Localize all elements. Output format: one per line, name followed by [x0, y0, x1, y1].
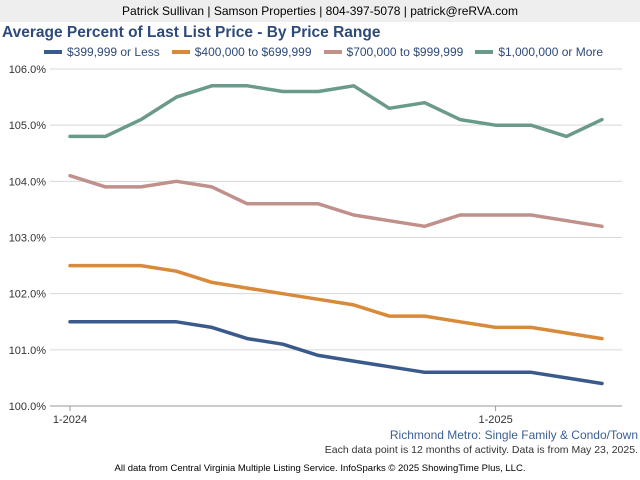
contact-text: Patrick Sullivan | Samson Properties | 8… [122, 4, 518, 18]
y-tick-label: 106.0% [9, 64, 47, 76]
x-tick-label: 1-2024 [53, 414, 87, 426]
series-line-3 [68, 173, 604, 229]
chart-legend: $399,999 or Less $400,000 to $699,999 $700… [44, 45, 615, 59]
legend-item-2: $400,000 to $699,999 [171, 45, 312, 59]
legend-label: $700,000 to $999,999 [346, 45, 464, 59]
series-line-1 [68, 320, 604, 386]
x-tick-label: 1-2025 [478, 414, 512, 426]
y-tick-label: 105.0% [9, 120, 47, 132]
legend-label: $399,999 or Less [67, 45, 160, 59]
legend-item-3: $700,000 to $999,999 [323, 45, 464, 59]
legend-swatch [475, 50, 494, 54]
y-tick-label: 104.0% [9, 176, 47, 188]
y-tick-label: 102.0% [9, 289, 47, 301]
legend-swatch [323, 50, 342, 54]
series-line-2 [68, 263, 604, 341]
series-line-4 [68, 84, 604, 139]
legend-label: $400,000 to $699,999 [194, 45, 312, 59]
chart-title: Average Percent of Last List Price - By … [2, 24, 381, 41]
legend-swatch [44, 50, 62, 54]
contact-bar: Patrick Sullivan | Samson Properties | 8… [0, 0, 640, 22]
legend-item-1: $399,999 or Less [44, 45, 160, 59]
legend-label: $1,000,000 or More [498, 45, 604, 59]
legend-item-4: $1,000,000 or More [475, 45, 603, 59]
region-label: Richmond Metro: Single Family & Condo/To… [389, 428, 638, 442]
legend-swatch [171, 50, 190, 54]
y-tick-label: 103.0% [9, 233, 47, 245]
data-note: Each data point is 12 months of activity… [324, 444, 638, 456]
y-tick-label: 100.0% [9, 401, 47, 413]
y-tick-label: 101.0% [9, 345, 47, 357]
source-credit: All data from Central Virginia Multiple … [114, 463, 526, 474]
